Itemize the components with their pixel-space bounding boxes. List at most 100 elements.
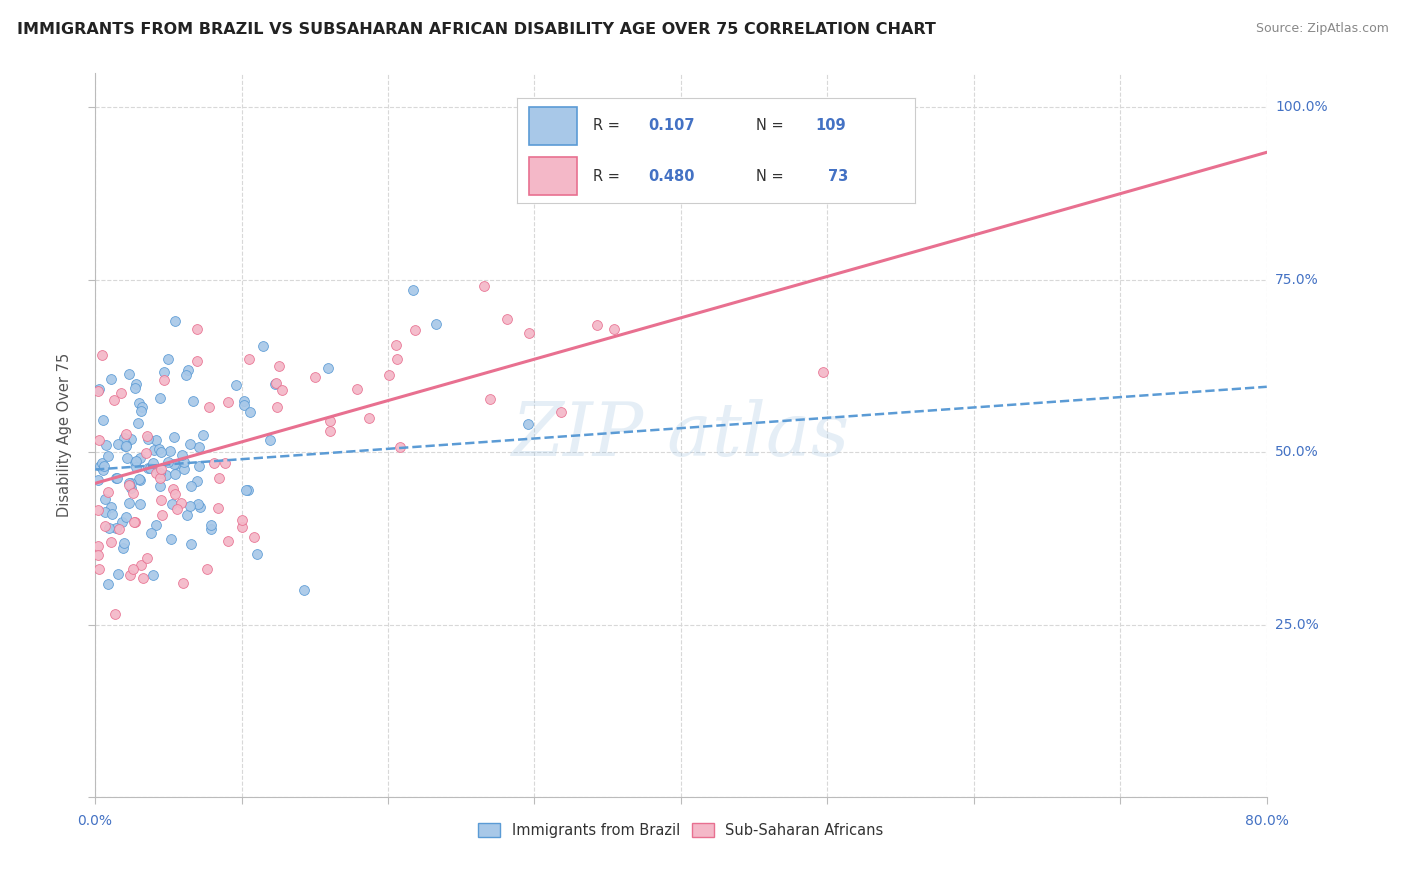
- Point: [142, 568, 165, 582]
- Point: [149, 479, 172, 493]
- Point: [94, 492, 117, 507]
- Point: [269, 359, 291, 374]
- Point: [811, 365, 834, 379]
- Point: [101, 507, 124, 521]
- Point: [120, 567, 142, 582]
- Point: [97, 576, 120, 591]
- Point: [107, 566, 129, 581]
- Point: [115, 437, 138, 451]
- Point: [87, 384, 110, 398]
- Point: [231, 512, 253, 526]
- Point: [235, 483, 257, 498]
- Point: [187, 458, 209, 473]
- Point: [107, 436, 129, 450]
- Point: [93, 459, 115, 474]
- Point: [89, 458, 111, 473]
- Point: [148, 471, 170, 485]
- Text: 0.0%: 0.0%: [77, 814, 112, 828]
- Point: [91, 456, 114, 470]
- Point: [148, 442, 170, 457]
- Point: [155, 468, 177, 483]
- Point: [100, 372, 122, 386]
- Point: [104, 607, 127, 621]
- Point: [145, 433, 167, 447]
- Point: [163, 430, 186, 444]
- Text: ZIP atlas: ZIP atlas: [512, 399, 851, 471]
- Point: [385, 338, 408, 352]
- Point: [200, 517, 222, 532]
- Point: [214, 457, 236, 471]
- Point: [120, 481, 142, 495]
- Point: [242, 530, 264, 544]
- Point: [516, 417, 538, 431]
- Point: [191, 428, 214, 442]
- Point: [208, 470, 231, 484]
- Point: [385, 352, 408, 367]
- Point: [173, 461, 195, 475]
- Point: [94, 505, 117, 519]
- Point: [165, 457, 187, 471]
- Point: [152, 366, 174, 380]
- Point: [149, 392, 172, 406]
- Point: [198, 401, 221, 415]
- Point: [150, 508, 173, 522]
- Point: [129, 404, 152, 418]
- Point: [121, 486, 143, 500]
- Point: [186, 322, 208, 336]
- Point: [478, 392, 501, 407]
- Point: [404, 323, 426, 337]
- Text: Source: ZipAtlas.com: Source: ZipAtlas.com: [1256, 22, 1389, 36]
- Point: [129, 451, 152, 466]
- Point: [115, 439, 138, 453]
- Point: [346, 382, 368, 396]
- Point: [91, 348, 114, 362]
- Point: [87, 540, 110, 554]
- Point: [200, 522, 222, 536]
- Point: [180, 537, 202, 551]
- Point: [496, 311, 519, 326]
- Point: [129, 558, 152, 573]
- Point: [107, 522, 129, 536]
- Point: [97, 485, 120, 500]
- Point: [120, 432, 142, 446]
- Point: [183, 393, 205, 408]
- Point: [517, 326, 540, 341]
- Point: [304, 369, 326, 384]
- Point: [202, 456, 225, 470]
- Point: [163, 467, 186, 482]
- Point: [266, 400, 288, 414]
- Point: [172, 449, 194, 463]
- Point: [238, 352, 260, 367]
- Point: [87, 503, 110, 517]
- Point: [150, 462, 173, 476]
- Point: [246, 547, 269, 561]
- Y-axis label: Disability Age Over 75: Disability Age Over 75: [58, 353, 72, 517]
- Point: [121, 562, 143, 576]
- Point: [128, 473, 150, 487]
- Point: [388, 440, 411, 454]
- Point: [103, 393, 125, 408]
- Point: [232, 394, 254, 409]
- Point: [143, 443, 166, 458]
- Point: [170, 496, 193, 510]
- Point: [104, 520, 127, 534]
- Point: [217, 533, 239, 548]
- Point: [110, 386, 132, 401]
- Point: [160, 497, 183, 511]
- Point: [319, 414, 342, 428]
- Point: [176, 508, 198, 522]
- Point: [186, 474, 208, 488]
- Point: [186, 353, 208, 368]
- Point: [118, 475, 141, 490]
- Point: [105, 471, 128, 485]
- Point: [163, 487, 186, 501]
- Point: [128, 472, 150, 486]
- Point: [136, 432, 159, 446]
- Point: [195, 562, 218, 576]
- Point: [100, 500, 122, 514]
- Point: [160, 533, 183, 547]
- Point: [87, 562, 110, 576]
- Point: [125, 460, 148, 475]
- Point: [115, 510, 138, 524]
- Point: [156, 455, 179, 469]
